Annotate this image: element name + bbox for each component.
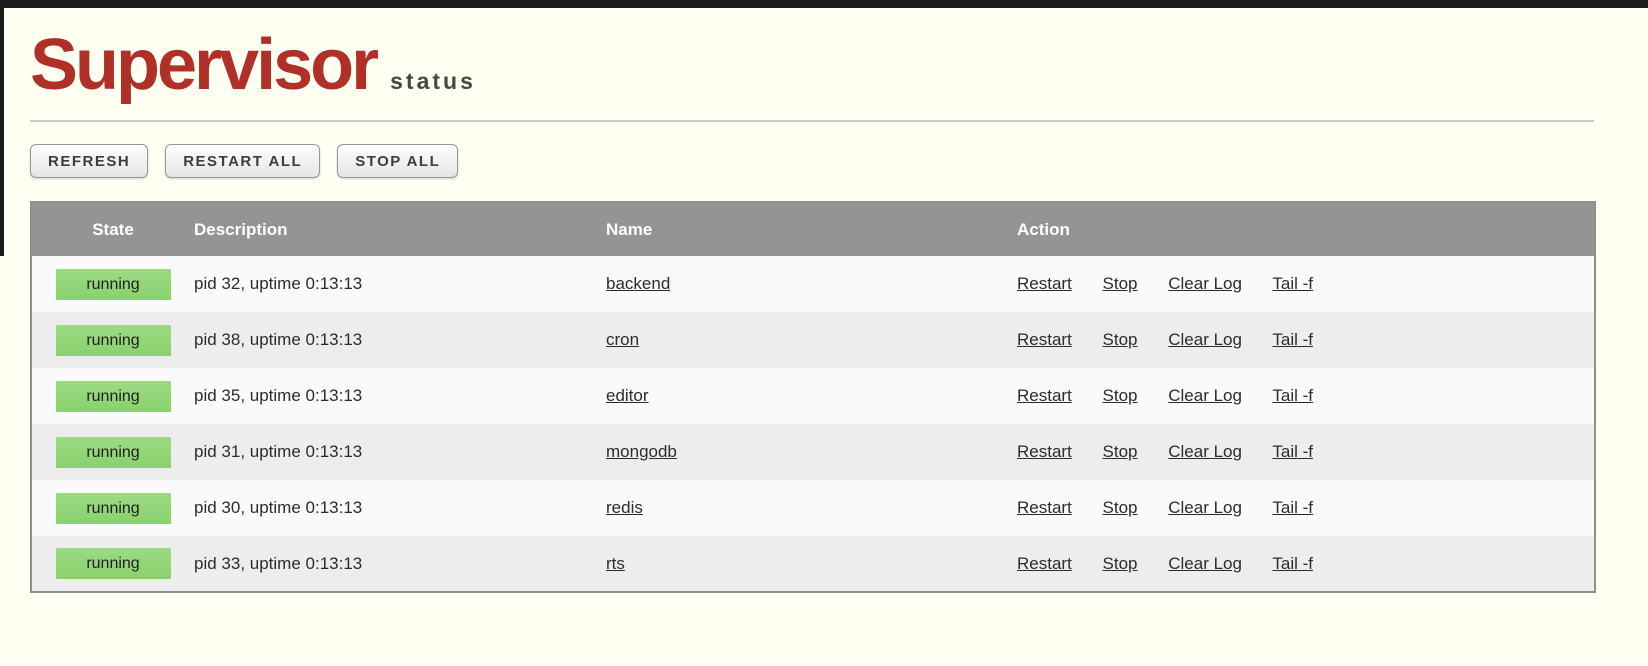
table-row: running pid 35, uptime 0:13:13 editor Re… [31, 368, 1595, 424]
column-header-name: Name [606, 219, 653, 239]
process-name-link[interactable]: backend [606, 274, 671, 293]
action-cell: Restart Stop Clear Log Tail -f [1017, 480, 1595, 536]
status-badge: running [55, 548, 171, 579]
name-cell: redis [606, 480, 1017, 536]
stop-link[interactable]: Stop [1102, 386, 1138, 405]
table-row: running pid 31, uptime 0:13:13 mongodb R… [31, 424, 1595, 480]
state-cell: running [31, 536, 194, 592]
clear-log-link[interactable]: Clear Log [1168, 386, 1242, 405]
header-divider [30, 120, 1594, 122]
action-cell: Restart Stop Clear Log Tail -f [1017, 312, 1595, 368]
tail-f-link[interactable]: Tail -f [1272, 553, 1314, 573]
name-cell: mongodb [606, 424, 1017, 480]
page-content: Supervisor status REFRESH RESTART ALL STO… [30, 8, 1596, 593]
name-cell: editor [606, 368, 1017, 424]
process-table-header: State Description Name Action [31, 202, 1595, 256]
restart-link[interactable]: Restart [1017, 386, 1072, 405]
supervisor-logo: Supervisor [30, 25, 379, 105]
process-description: pid 33, uptime 0:13:13 [194, 553, 363, 573]
action-cell: Restart Stop Clear Log Tail -f [1017, 424, 1595, 480]
state-cell: running [31, 312, 194, 368]
table-row: running pid 30, uptime 0:13:13 redis Res… [31, 480, 1595, 536]
process-table-body: running pid 32, uptime 0:13:13 backend R… [31, 256, 1595, 592]
name-cell: rts [606, 536, 1017, 592]
clear-log-link[interactable]: Clear Log [1168, 442, 1242, 461]
column-header-description: Description [194, 219, 288, 239]
process-table: State Description Name Action running pi… [30, 201, 1596, 593]
status-badge: running [55, 324, 171, 356]
clear-log-link[interactable]: Clear Log [1168, 498, 1242, 517]
stop-link[interactable]: Stop [1102, 442, 1138, 461]
clear-log-link[interactable]: Clear Log [1168, 330, 1242, 349]
tail-f-link[interactable]: Tail -f [1272, 330, 1314, 349]
name-cell: backend [606, 256, 1017, 312]
tail-f-link[interactable]: Tail -f [1272, 498, 1314, 517]
toolbar: REFRESH RESTART ALL STOP ALL [30, 144, 1594, 178]
table-row: running pid 38, uptime 0:13:13 cron Rest… [31, 312, 1595, 368]
action-cell: Restart Stop Clear Log Tail -f [1017, 536, 1595, 592]
process-name-link[interactable]: rts [606, 553, 625, 573]
restart-link[interactable]: Restart [1017, 553, 1072, 573]
process-name-link[interactable]: cron [606, 330, 640, 349]
header: Supervisor status [30, 8, 1594, 110]
process-description: pid 38, uptime 0:13:13 [194, 330, 363, 349]
state-cell: running [31, 424, 194, 480]
tail-f-link[interactable]: Tail -f [1272, 442, 1314, 461]
process-name-link[interactable]: mongodb [606, 442, 677, 461]
tail-f-link[interactable]: Tail -f [1272, 386, 1314, 405]
page-title: status [390, 68, 476, 94]
stop-link[interactable]: Stop [1102, 553, 1138, 573]
action-cell: Restart Stop Clear Log Tail -f [1017, 256, 1595, 312]
status-badge: running [55, 268, 171, 300]
stop-link[interactable]: Stop [1102, 498, 1138, 517]
screenshot-top-edge [0, 0, 1648, 8]
refresh-button[interactable]: REFRESH [30, 144, 149, 178]
process-description: pid 31, uptime 0:13:13 [194, 442, 363, 461]
restart-link[interactable]: Restart [1017, 498, 1072, 517]
stop-link[interactable]: Stop [1102, 330, 1138, 349]
process-description: pid 32, uptime 0:13:13 [194, 274, 363, 293]
restart-link[interactable]: Restart [1017, 274, 1072, 293]
process-description: pid 35, uptime 0:13:13 [194, 386, 363, 405]
state-cell: running [31, 480, 194, 536]
process-description: pid 30, uptime 0:13:13 [194, 498, 363, 517]
clear-log-link[interactable]: Clear Log [1168, 553, 1242, 573]
process-name-link[interactable]: editor [606, 386, 649, 405]
column-header-state: State [92, 219, 134, 239]
clear-log-link[interactable]: Clear Log [1168, 274, 1242, 293]
stop-all-button[interactable]: STOP ALL [337, 144, 459, 178]
stop-link[interactable]: Stop [1102, 274, 1138, 293]
restart-link[interactable]: Restart [1017, 442, 1072, 461]
status-badge: running [55, 380, 171, 412]
tail-f-link[interactable]: Tail -f [1272, 274, 1314, 293]
restart-all-button[interactable]: RESTART ALL [165, 144, 321, 178]
screenshot-left-edge [0, 0, 4, 256]
status-badge: running [55, 492, 171, 524]
column-header-action: Action [1017, 219, 1070, 239]
action-cell: Restart Stop Clear Log Tail -f [1017, 368, 1595, 424]
restart-link[interactable]: Restart [1017, 330, 1072, 349]
process-name-link[interactable]: redis [606, 498, 643, 517]
state-cell: running [31, 368, 194, 424]
table-row: running pid 33, uptime 0:13:13 rts Resta… [31, 536, 1595, 592]
table-row: running pid 32, uptime 0:13:13 backend R… [31, 256, 1595, 312]
state-cell: running [31, 256, 194, 312]
name-cell: cron [606, 312, 1017, 368]
status-badge: running [55, 436, 171, 468]
